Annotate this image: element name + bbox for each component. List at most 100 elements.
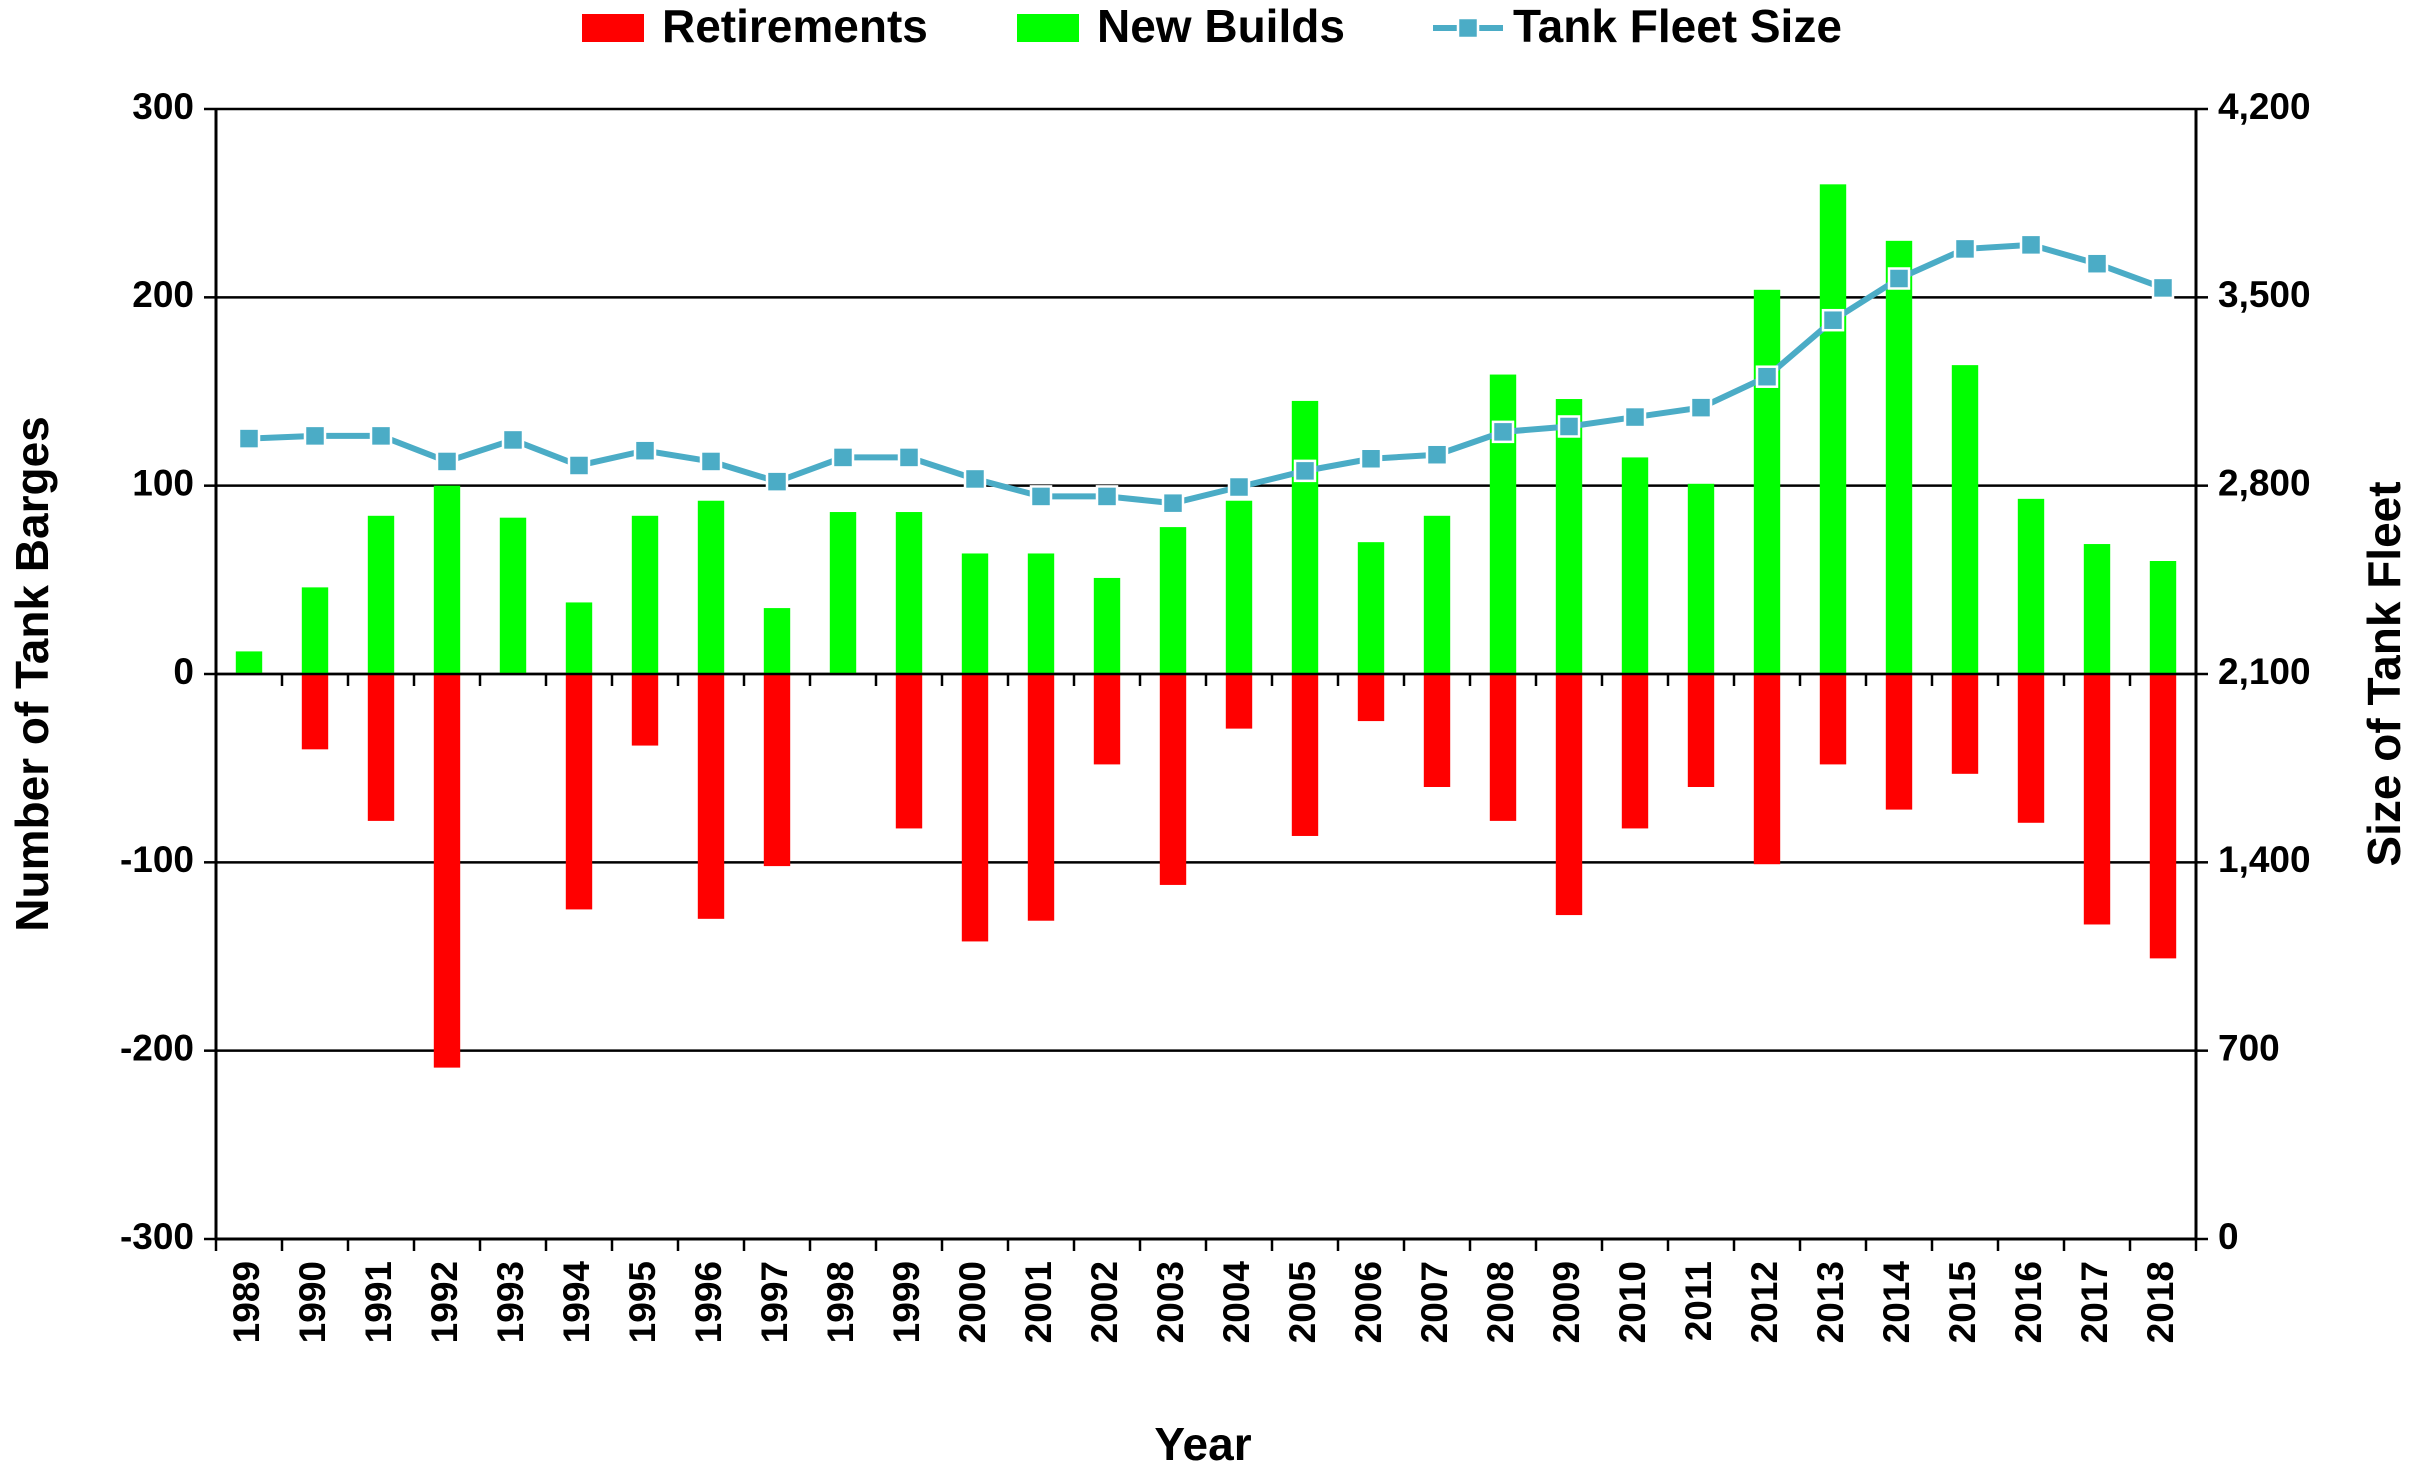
- line-marker: [1623, 405, 1647, 429]
- line-marker: [237, 427, 261, 450]
- x-tick-label: 1996: [688, 1261, 729, 1343]
- bar: [763, 674, 791, 867]
- line-marker: [1425, 443, 1449, 466]
- bar: [433, 674, 461, 1068]
- bar: [367, 515, 395, 674]
- line-marker: [567, 454, 591, 477]
- y-tick-label: -200: [120, 1027, 194, 1068]
- x-tick-label: 2014: [1876, 1261, 1917, 1344]
- legend-swatch: [1017, 14, 1079, 42]
- x-tick-label: 2005: [1282, 1261, 1323, 1343]
- line-marker: [1359, 447, 1383, 471]
- y2-tick-label: 1,400: [2218, 839, 2311, 880]
- line-marker: [1029, 485, 1053, 508]
- x-tick-label: 2004: [1216, 1261, 1257, 1344]
- x-tick-label: 2008: [1480, 1261, 1521, 1343]
- line-marker: [963, 467, 987, 491]
- bar: [1291, 674, 1319, 836]
- bar: [565, 674, 593, 910]
- line-marker: [1755, 365, 1779, 388]
- y-tick-label: 200: [132, 274, 194, 315]
- bar: [1489, 674, 1517, 821]
- y2-tick-label: 3,500: [2218, 274, 2311, 315]
- y2-tick-label: 0: [2218, 1216, 2239, 1257]
- x-tick-label: 2013: [1810, 1261, 1851, 1343]
- x-tick-label: 1994: [556, 1261, 597, 1344]
- bar: [1621, 674, 1649, 829]
- x-tick-label: 2017: [2074, 1261, 2115, 1343]
- x-tick-label: 1995: [622, 1261, 663, 1343]
- bar: [1027, 674, 1055, 921]
- y-tick-label: -100: [120, 839, 194, 880]
- bar: [1819, 674, 1847, 765]
- line-marker: [1161, 491, 1185, 515]
- bar: [895, 674, 923, 829]
- legend-label: Tank Fleet Size: [1513, 0, 1842, 52]
- line-marker: [765, 470, 789, 493]
- bar: [367, 674, 395, 821]
- x-tick-label: 2000: [952, 1261, 993, 1343]
- x-tick-label: 2015: [1942, 1261, 1983, 1343]
- legend-swatch: [582, 14, 644, 42]
- line-marker: [1953, 237, 1977, 261]
- line-marker: [2019, 233, 2043, 257]
- bar: [961, 674, 989, 942]
- bar: [1753, 289, 1781, 674]
- bar: [1159, 527, 1187, 674]
- bar: [1555, 674, 1583, 916]
- y-tick-label: 100: [132, 462, 194, 503]
- bar: [697, 500, 725, 674]
- bar: [1951, 674, 1979, 774]
- line-marker: [1887, 267, 1911, 290]
- bar: [2149, 674, 2177, 959]
- line-marker: [1821, 308, 1845, 332]
- bar: [2083, 544, 2111, 674]
- x-tick-label: 2010: [1612, 1261, 1653, 1343]
- bar: [697, 674, 725, 919]
- bar: [2083, 674, 2111, 925]
- x-tick-label: 2007: [1414, 1261, 1455, 1343]
- line-marker: [1557, 415, 1581, 438]
- bar: [2017, 674, 2045, 823]
- x-axis-title: Year: [1154, 1418, 1251, 1470]
- bar: [895, 512, 923, 674]
- bar: [1357, 674, 1385, 722]
- y2-tick-label: 700: [2218, 1027, 2280, 1068]
- x-tick-label: 2003: [1150, 1261, 1191, 1343]
- bar: [1027, 553, 1055, 674]
- bar: [961, 553, 989, 674]
- x-tick-label: 2001: [1018, 1261, 1059, 1343]
- bar: [1225, 674, 1253, 729]
- x-tick-label: 2002: [1084, 1261, 1125, 1343]
- line-marker: [633, 439, 657, 462]
- line-marker: [2151, 276, 2175, 300]
- y2-tick-label: 2,100: [2218, 651, 2311, 692]
- x-tick-label: 1997: [754, 1261, 795, 1343]
- line-marker: [1689, 396, 1713, 419]
- x-tick-label: 1992: [424, 1261, 465, 1343]
- bar: [1687, 483, 1715, 674]
- line-marker: [369, 424, 393, 448]
- bar: [1885, 240, 1913, 675]
- line-marker: [1491, 420, 1515, 444]
- line-marker: [1293, 459, 1317, 483]
- bar: [1555, 399, 1583, 674]
- x-tick-label: 1990: [292, 1261, 333, 1343]
- bar: [1291, 400, 1319, 674]
- bar: [301, 674, 329, 750]
- x-tick-label: 2006: [1348, 1261, 1389, 1343]
- x-tick-label: 1999: [886, 1261, 927, 1343]
- line-marker: [897, 446, 921, 469]
- bar: [301, 587, 329, 674]
- line-marker: [435, 450, 459, 473]
- bar: [1225, 500, 1253, 674]
- bar: [565, 602, 593, 674]
- legend-label: New Builds: [1097, 0, 1345, 52]
- bar: [1819, 184, 1847, 675]
- bar: [1489, 374, 1517, 674]
- line-marker: [831, 446, 855, 469]
- x-tick-label: 2009: [1546, 1261, 1587, 1343]
- line-marker: [1227, 475, 1251, 499]
- bar: [763, 608, 791, 674]
